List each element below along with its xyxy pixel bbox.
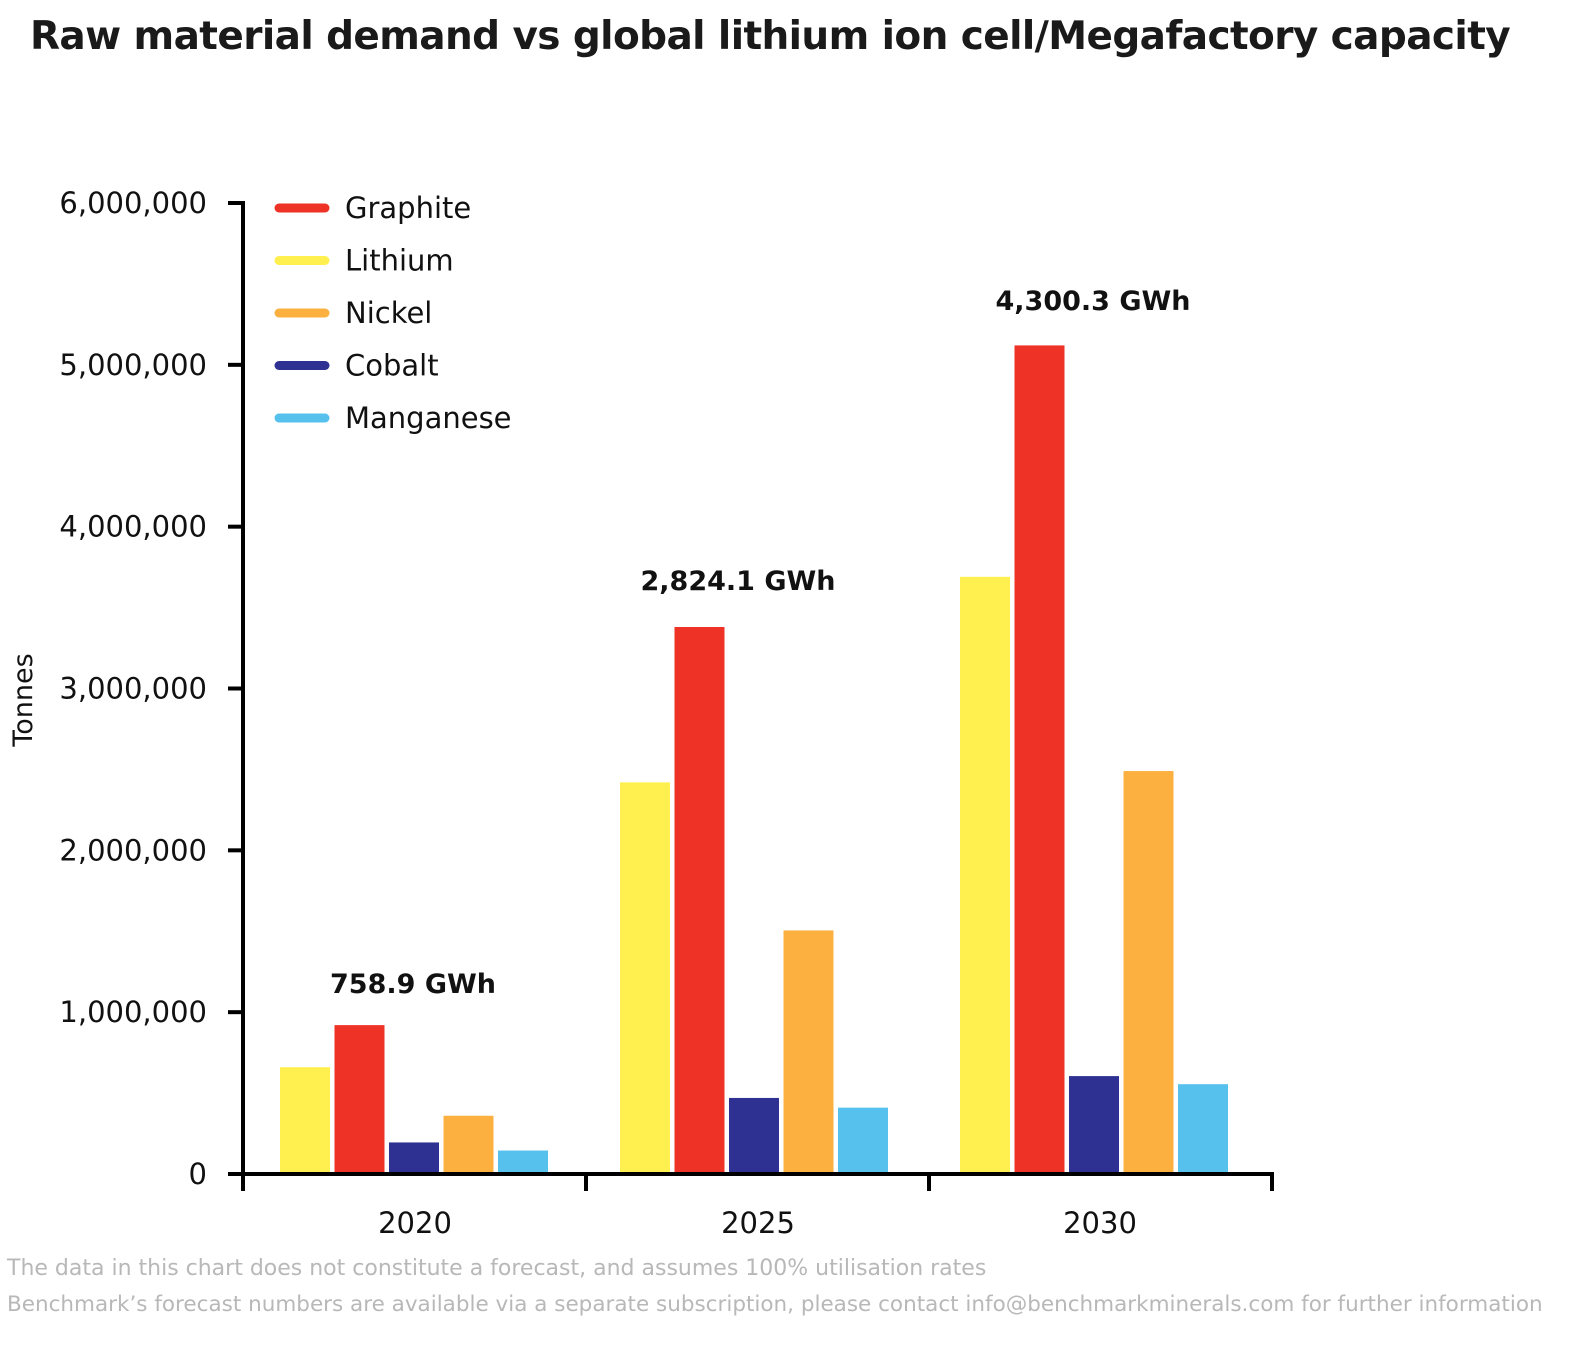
bar-manganese-2025 <box>838 1107 888 1174</box>
y-tick-label: 1,000,000 <box>59 995 207 1029</box>
capacity-annotation-2025: 2,824.1 GWh <box>640 566 835 597</box>
bar-lithium-2030 <box>960 576 1010 1174</box>
y-tick-label: 0 <box>189 1157 207 1191</box>
y-axis-label: Tonnes <box>8 653 39 747</box>
legend-label-manganese: Manganese <box>345 401 512 435</box>
x-ticks: 2020 2025 2030 <box>378 1206 1137 1240</box>
y-tick-label: 5,000,000 <box>59 348 207 382</box>
bar-cobalt-2025 <box>729 1097 779 1174</box>
footnote-disclaimer: The data in this chart does not constitu… <box>7 1256 987 1281</box>
y-tick-label: 4,000,000 <box>59 510 207 544</box>
bar-nickel-2020 <box>443 1115 494 1174</box>
x-tick-label-2030: 2030 <box>1063 1206 1137 1240</box>
legend-label-nickel: Nickel <box>345 296 432 330</box>
bar-cobalt-2020 <box>389 1142 439 1174</box>
bar-lithium-2020 <box>280 1067 330 1174</box>
bars-layer <box>280 345 1228 1174</box>
bar-manganese-2030 <box>1178 1084 1228 1174</box>
capacity-annotations: 758.9 GWh 2,824.1 GWh 4,300.3 GWh <box>330 286 1190 1000</box>
legend-label-graphite: Graphite <box>345 191 471 225</box>
bar-nickel-2025 <box>783 930 834 1174</box>
bar-lithium-2025 <box>620 782 670 1174</box>
legend-label-lithium: Lithium <box>345 244 454 278</box>
y-tick-label: 6,000,000 <box>59 186 207 220</box>
chart-title: Raw material demand vs global lithium io… <box>30 14 1511 59</box>
bar-manganese-2020 <box>498 1150 548 1174</box>
bar-graphite-2030 <box>1014 345 1065 1174</box>
bar-graphite-2025 <box>674 627 725 1174</box>
bar-cobalt-2030 <box>1069 1076 1119 1174</box>
y-tick-label: 2,000,000 <box>59 833 207 867</box>
bar-graphite-2020 <box>334 1025 385 1174</box>
y-ticks: 0 1,000,000 2,000,000 3,000,000 4,000,000 5,0… <box>59 186 243 1191</box>
x-tick-label-2025: 2025 <box>721 1206 795 1240</box>
y-tick-label: 3,000,000 <box>59 672 207 706</box>
capacity-annotation-2030: 4,300.3 GWh <box>995 286 1190 317</box>
legend-label-cobalt: Cobalt <box>345 349 439 383</box>
footnote-subscription: Benchmark’s forecast numbers are availab… <box>7 1292 1543 1317</box>
x-tick-label-2020: 2020 <box>378 1206 452 1240</box>
legend: Graphite Lithium Nickel Cobalt Manganese <box>274 191 512 435</box>
bar-nickel-2030 <box>1123 771 1174 1174</box>
capacity-annotation-2020: 758.9 GWh <box>330 969 496 1000</box>
